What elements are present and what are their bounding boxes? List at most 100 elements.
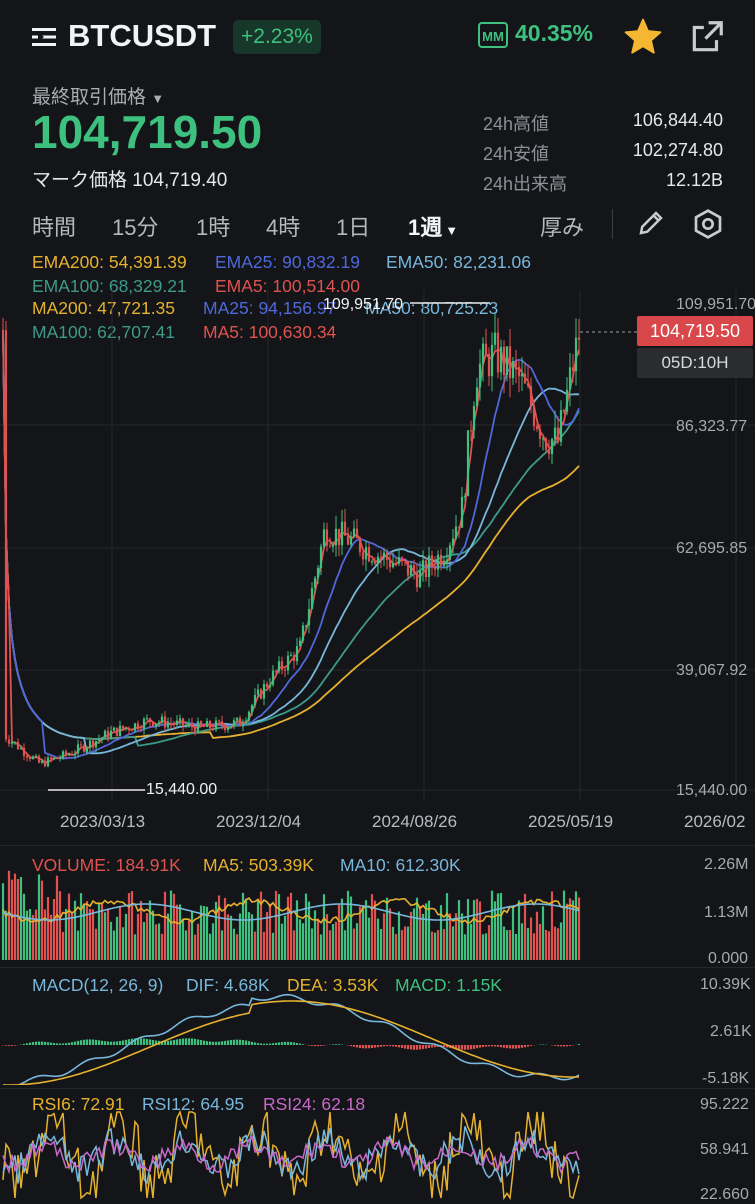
divider <box>0 845 755 846</box>
candle <box>413 565 415 573</box>
volume-bar <box>2 883 4 960</box>
macd-bar <box>404 1045 406 1049</box>
tab-1d[interactable]: 1日 <box>336 210 370 242</box>
volume-bar <box>176 905 178 960</box>
volume-bar <box>404 926 406 960</box>
rsi-axis-label: 58.941 <box>700 1141 749 1159</box>
volume-bar <box>488 925 490 960</box>
candle <box>191 723 193 727</box>
volume-bar <box>392 927 394 960</box>
volume-bar <box>578 897 580 960</box>
macd-bar <box>110 1042 112 1045</box>
macd-bar <box>260 1043 262 1045</box>
candle <box>527 383 529 386</box>
candle <box>176 721 178 725</box>
tab-15m[interactable]: 15分 <box>112 210 158 242</box>
macd-bar <box>308 1045 310 1046</box>
mm-badge[interactable]: MM <box>478 22 508 48</box>
macd-bar <box>374 1045 376 1048</box>
share-icon[interactable] <box>688 18 726 56</box>
candle <box>347 536 349 545</box>
pencil-icon[interactable] <box>636 208 666 238</box>
candle <box>122 726 124 729</box>
tab-1w[interactable]: 1週▼ <box>408 210 458 242</box>
volume-bar <box>563 891 565 960</box>
macd-bar <box>182 1039 184 1045</box>
menu-icon[interactable] <box>32 27 56 47</box>
stat-high-value: 106,844.40 <box>633 110 723 131</box>
volume-bar <box>152 911 154 960</box>
macd-bar <box>569 1045 571 1046</box>
volume-bar <box>194 935 196 960</box>
tab-time[interactable]: 時間 <box>32 210 76 242</box>
volume-bar <box>425 903 427 960</box>
candle <box>290 655 292 656</box>
volume-bar <box>353 929 355 960</box>
macd-bar <box>104 1041 106 1045</box>
volume-bar <box>515 934 517 960</box>
volume-bar <box>350 897 352 960</box>
volume-bar <box>296 900 298 960</box>
volume-bar <box>476 899 478 960</box>
candle <box>425 560 427 577</box>
low-marker: 15,440.00 <box>146 781 217 799</box>
macd-bar <box>83 1040 85 1045</box>
volume-bar <box>437 930 439 960</box>
volume-bar <box>479 902 481 960</box>
tab-depth[interactable]: 厚み <box>540 210 584 242</box>
macd-bar <box>245 1040 247 1045</box>
candle <box>437 555 439 570</box>
legend-ema25: EMA25: 90,832.19 <box>215 252 360 273</box>
macd-bar <box>557 1045 559 1046</box>
macd-bar <box>179 1039 181 1045</box>
macd-bar <box>140 1038 142 1045</box>
tab-4h[interactable]: 4時 <box>266 210 300 242</box>
top-bar: BTCUSDT +2.23% MM 40.35% <box>0 0 755 72</box>
macd-bar <box>230 1040 232 1045</box>
volume-bar <box>302 923 304 960</box>
candle <box>20 748 22 749</box>
price-axis-label: 62,695.85 <box>676 540 747 558</box>
candle <box>164 717 166 728</box>
macd-axis-label: 10.39K <box>700 976 751 994</box>
macd-bar <box>512 1045 514 1049</box>
volume-bar <box>566 904 568 960</box>
macd-bar <box>578 1044 580 1045</box>
volume-bar <box>305 894 307 960</box>
rsi-chart[interactable] <box>0 1110 600 1200</box>
star-icon[interactable] <box>622 16 664 58</box>
macd-bar <box>362 1045 364 1048</box>
candle <box>287 656 289 671</box>
macd-bar <box>116 1041 118 1045</box>
volume-bar <box>80 893 82 960</box>
volume-chart[interactable] <box>0 860 600 962</box>
volume-bar <box>380 929 382 960</box>
candle <box>89 741 91 748</box>
symbol-title[interactable]: BTCUSDT <box>68 18 216 54</box>
candle <box>455 527 457 539</box>
candle <box>485 344 487 354</box>
macd-bar <box>248 1041 250 1045</box>
volume-bar <box>413 908 415 960</box>
volume-bar <box>308 902 310 960</box>
volume-bar <box>371 894 373 960</box>
volume-bar <box>527 928 529 960</box>
candle <box>464 496 466 497</box>
volume-bar <box>86 901 88 960</box>
macd-bar <box>98 1040 100 1045</box>
macd-bar <box>320 1045 322 1046</box>
volume-bar <box>47 897 49 960</box>
price-axis-label: 109,951.70 <box>676 296 755 314</box>
volume-bar <box>233 929 235 960</box>
volume-axis-label: 2.26M <box>704 856 748 874</box>
macd-bar <box>68 1043 70 1045</box>
tab-1h[interactable]: 1時 <box>196 210 230 242</box>
caret-down-icon: ▼ <box>445 223 458 238</box>
macd-bar <box>356 1045 358 1047</box>
macd-chart[interactable] <box>0 985 600 1085</box>
macd-bar <box>506 1045 508 1048</box>
macd-bar <box>170 1040 172 1045</box>
volume-bar <box>77 931 79 960</box>
volume-bar <box>185 930 187 960</box>
settings-icon[interactable] <box>692 208 724 240</box>
